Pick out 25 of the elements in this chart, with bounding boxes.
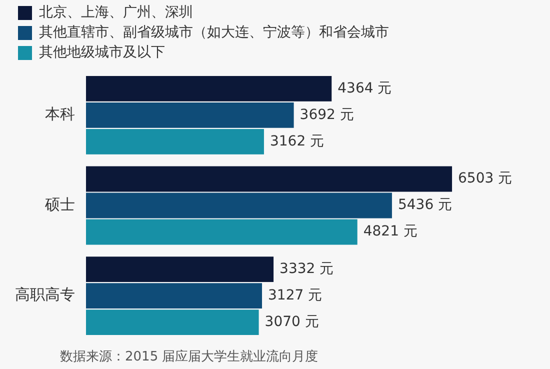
bar (86, 192, 392, 218)
data-label: 6503 元 (458, 170, 512, 187)
y-tick-label: 高职高专 (15, 286, 75, 304)
bar (86, 283, 262, 309)
data-label: 5436 元 (398, 197, 452, 214)
data-label: 3127 元 (268, 287, 322, 304)
bar (86, 219, 358, 245)
bar (86, 310, 259, 336)
data-label: 3070 元 (264, 314, 319, 330)
y-tick-label: 硕士 (44, 195, 75, 214)
y-tick-label: 本科 (45, 105, 75, 124)
bar (86, 256, 274, 282)
bar (86, 128, 264, 154)
data-label: 3332 元 (280, 260, 334, 277)
legend-label: 北京、上海、广州、深圳 (39, 4, 193, 21)
bar (86, 76, 332, 102)
bar (86, 102, 294, 128)
data-label: 3162 元 (270, 133, 324, 150)
bar (86, 166, 452, 192)
legend-label: 其他直辖市、副省级城市（如大连、宁波等）和省会城市 (39, 24, 389, 41)
data-label: 3692 元 (300, 106, 354, 123)
data-label: 4821 元 (363, 224, 418, 240)
data-label: 4364 元 (338, 80, 392, 96)
source-note: 数据来源：2015 届应届大学生就业流向月度 (60, 348, 318, 364)
legend-label: 其他地级城市及以下 (39, 44, 165, 61)
